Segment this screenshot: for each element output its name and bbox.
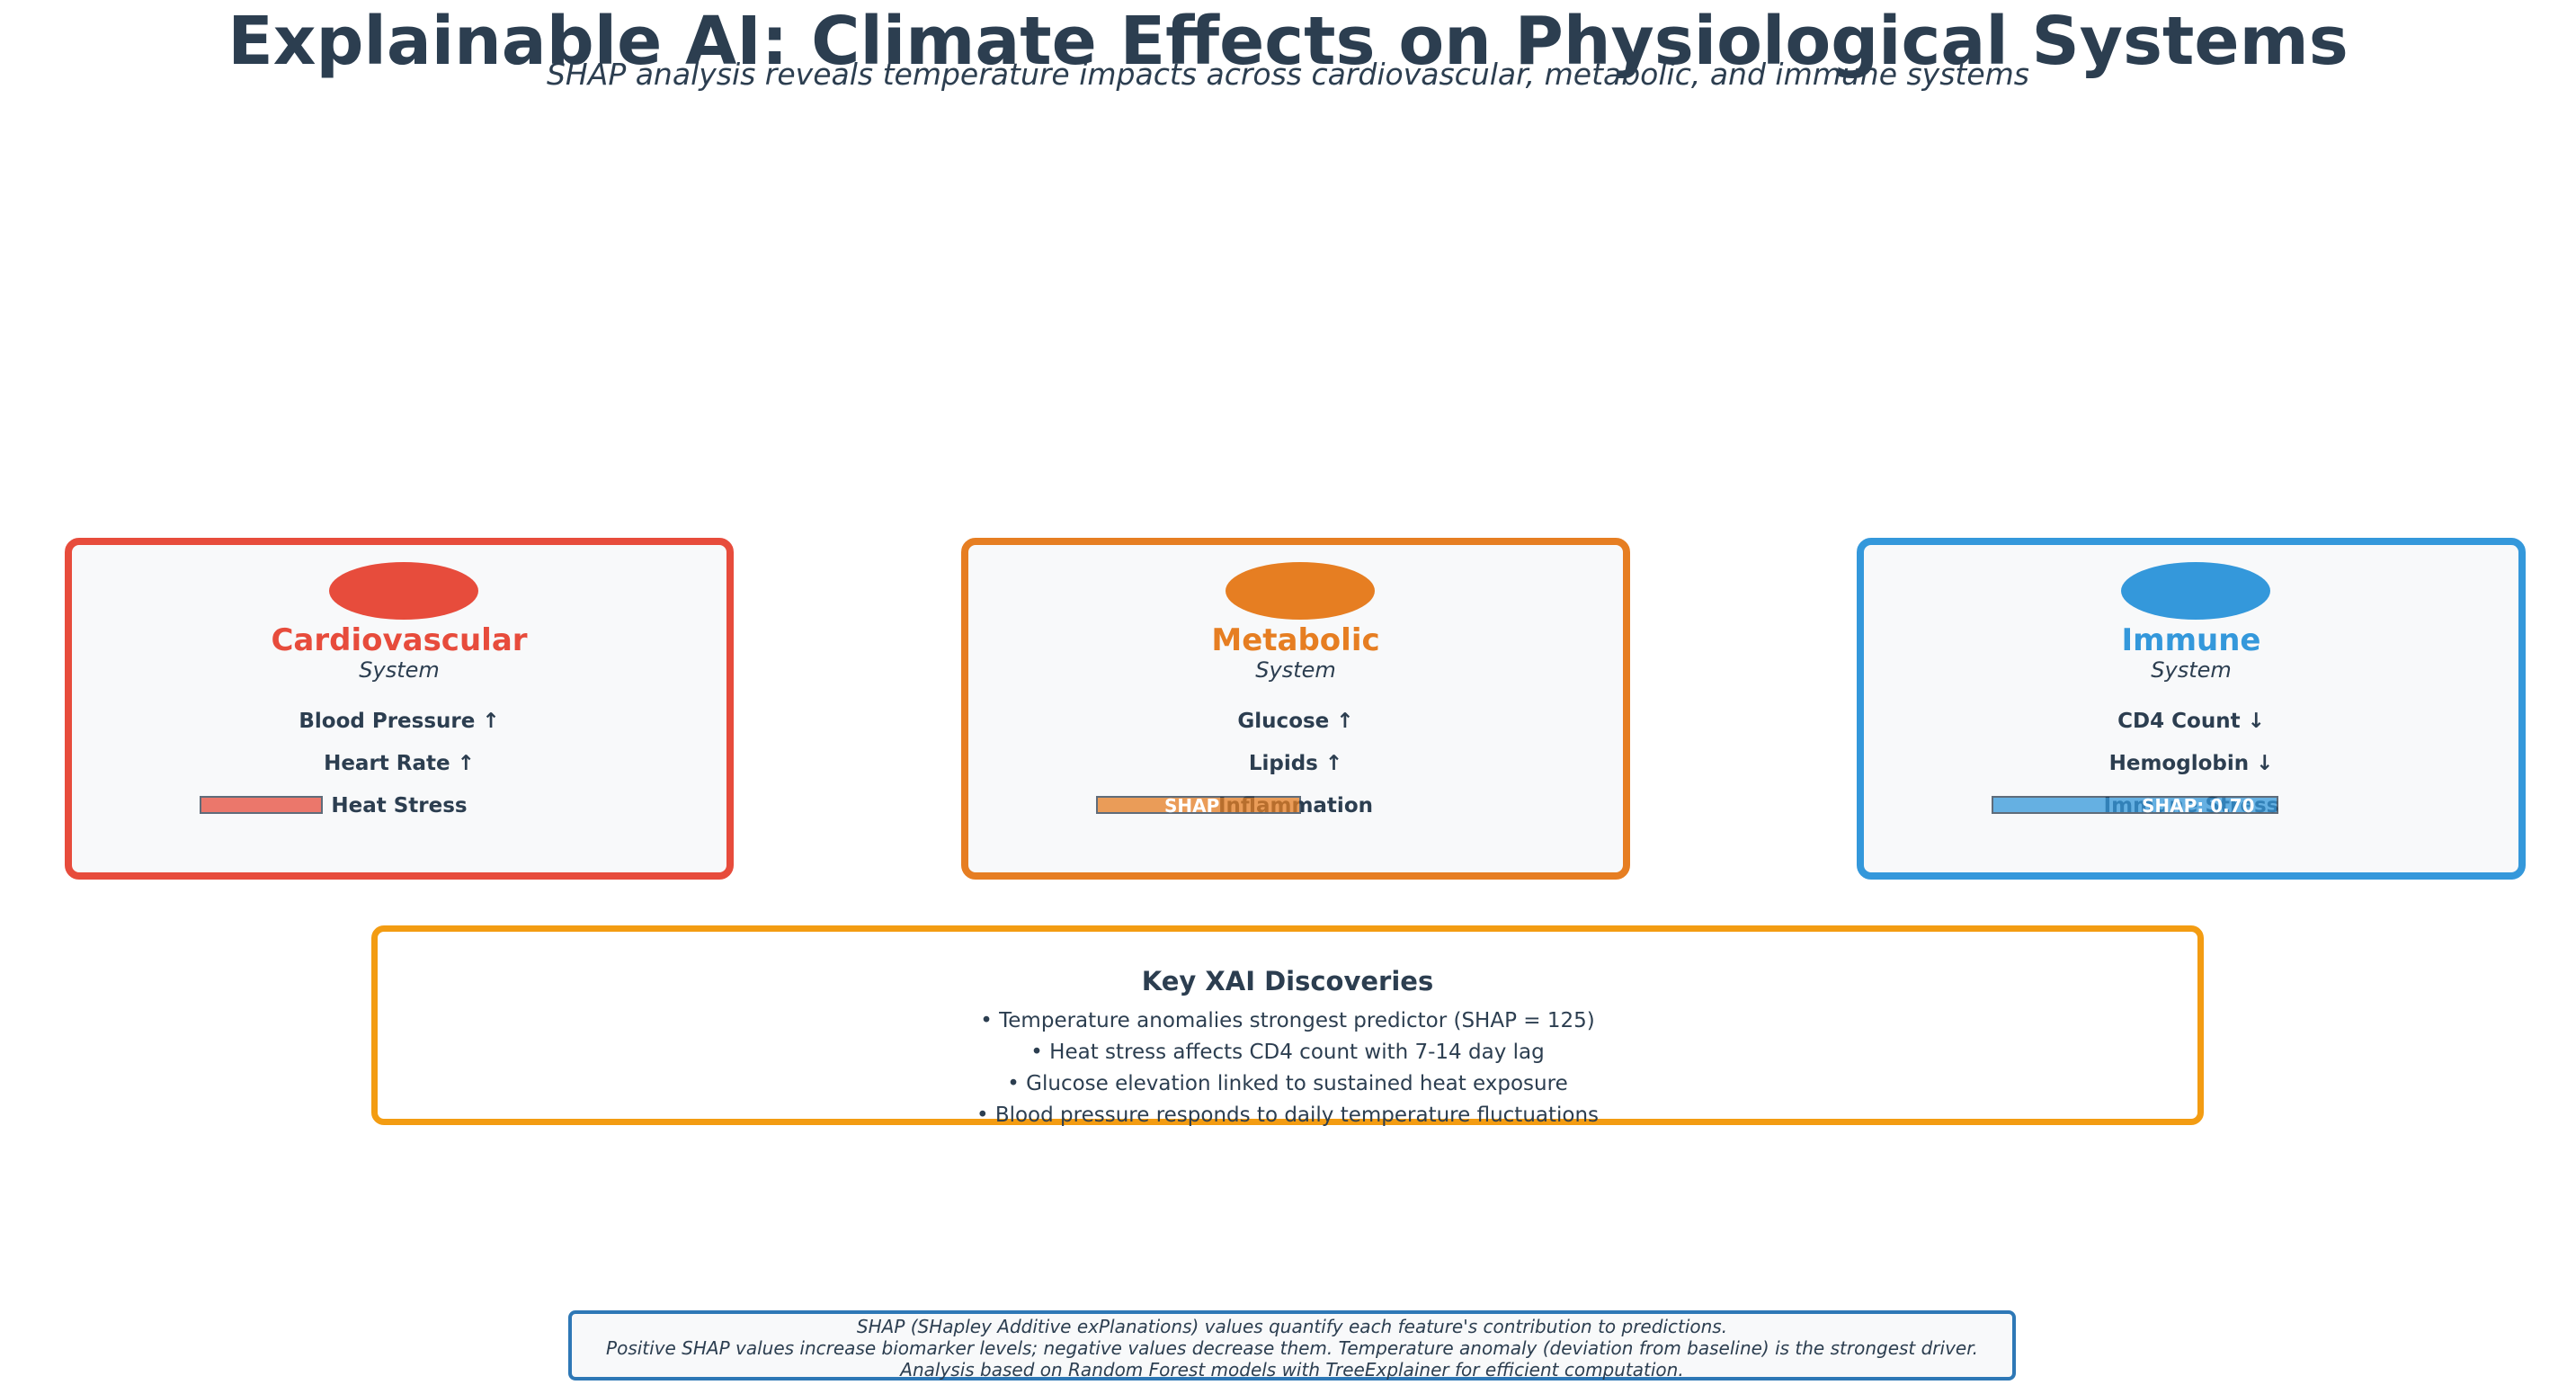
discovery-item: • Temperature anomalies strongest predic… <box>980 1009 1595 1032</box>
shap-value-label: SHAP <box>1164 795 1220 817</box>
system-subtitle: System <box>2151 657 2232 683</box>
system-card-immune: Immune System CD4 Count ↓ Hemoglobin ↓ I… <box>1857 538 2526 880</box>
footer-line: Analysis based on Random Forest models w… <box>900 1359 1684 1381</box>
system-name: Cardiovascular <box>271 622 528 658</box>
discovery-item: • Glucose elevation linked to sustained … <box>1007 1072 1568 1095</box>
discovery-item: • Blood pressure responds to daily tempe… <box>976 1104 1600 1127</box>
system-icon-circle <box>1226 562 1375 620</box>
biomarker-label: Glucose ↑ <box>1237 710 1354 733</box>
shap-value-label: SHAP: 0.70 <box>2142 795 2255 817</box>
biomarker-label: Heart Rate ↑ <box>324 752 475 775</box>
biomarker-label: Heat Stress <box>331 794 468 818</box>
system-name: Metabolic <box>1211 622 1380 658</box>
shap-bar <box>200 796 323 814</box>
page-title: Explainable AI: Climate Effects on Physi… <box>227 3 2349 80</box>
page-subtitle: SHAP analysis reveals temperature impact… <box>546 57 2029 92</box>
shap-bar <box>1096 796 1301 814</box>
system-subtitle: System <box>1255 657 1336 683</box>
system-card-metabolic: Metabolic System Glucose ↑ Lipids ↑ Infl… <box>961 538 1630 880</box>
discovery-item: • Heat stress affects CD4 count with 7-1… <box>1030 1041 1545 1064</box>
biomarker-label: Lipids ↑ <box>1248 752 1343 775</box>
footer-line: Positive SHAP values increase biomarker … <box>606 1337 1978 1359</box>
system-name: Immune <box>2121 622 2261 658</box>
shap-bar <box>1992 796 2278 814</box>
discoveries-title: Key XAI Discoveries <box>1141 966 1434 996</box>
system-card-cardiovascular: Cardiovascular System Blood Pressure ↑ H… <box>65 538 734 880</box>
biomarker-label: CD4 Count ↓ <box>2117 710 2265 733</box>
footer-line: SHAP (SHapley Additive exPlanations) val… <box>856 1316 1728 1337</box>
system-icon-circle <box>2121 562 2270 620</box>
system-subtitle: System <box>359 657 440 683</box>
biomarker-label: Hemoglobin ↓ <box>2108 752 2274 775</box>
key-discoveries-box: Key XAI Discoveries • Temperature anomal… <box>371 925 2204 1127</box>
footer-note: SHAP (SHapley Additive exPlanations) val… <box>568 1310 2016 1381</box>
system-icon-circle <box>329 562 478 620</box>
biomarker-label: Blood Pressure ↑ <box>299 710 500 733</box>
